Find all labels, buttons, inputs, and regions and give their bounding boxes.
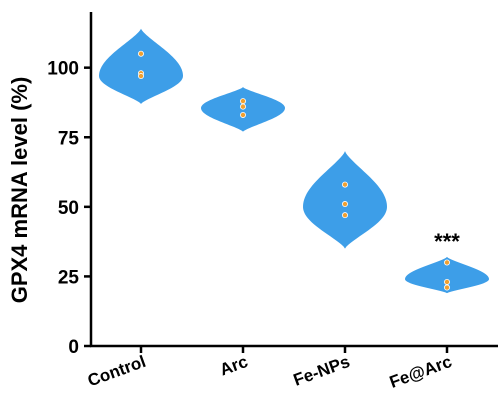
violins-layer	[99, 28, 489, 294]
y-tick-label: 75	[58, 128, 80, 149]
y-tick-label: 50	[58, 198, 79, 219]
y-tick-label: 0	[68, 337, 79, 358]
x-tick-label-fe-nps: Fe-NPs	[291, 352, 353, 390]
data-point	[341, 212, 348, 219]
y-ticks-layer: 0 25 50 75 100	[47, 59, 91, 358]
data-point	[137, 50, 144, 57]
violin-control	[99, 28, 183, 104]
significance-mark: ***	[434, 229, 460, 254]
x-tick-label-control: Control	[85, 352, 148, 391]
y-axis-label: GPX4 mRNA level (%)	[7, 77, 32, 304]
data-point	[239, 103, 246, 110]
data-point	[443, 259, 450, 266]
data-point	[443, 278, 450, 285]
x-tick-label-fe@arc: Fe@Arc	[387, 352, 454, 392]
x-tick-label-arc: Arc	[217, 352, 250, 380]
data-point	[341, 201, 348, 208]
data-point	[137, 73, 144, 80]
x-ticks-layer: Control Arc Fe-NPs Fe@Arc	[85, 346, 454, 392]
data-point	[239, 98, 246, 105]
data-point	[341, 181, 348, 188]
y-tick-label: 25	[58, 267, 80, 288]
data-point	[443, 284, 450, 291]
significance-layer: ***	[434, 229, 460, 254]
data-point	[239, 111, 246, 118]
violin-fe@arc	[405, 256, 489, 294]
violin-fe-nps	[303, 151, 387, 249]
y-tick-label: 100	[47, 59, 79, 80]
points-layer	[137, 50, 450, 291]
